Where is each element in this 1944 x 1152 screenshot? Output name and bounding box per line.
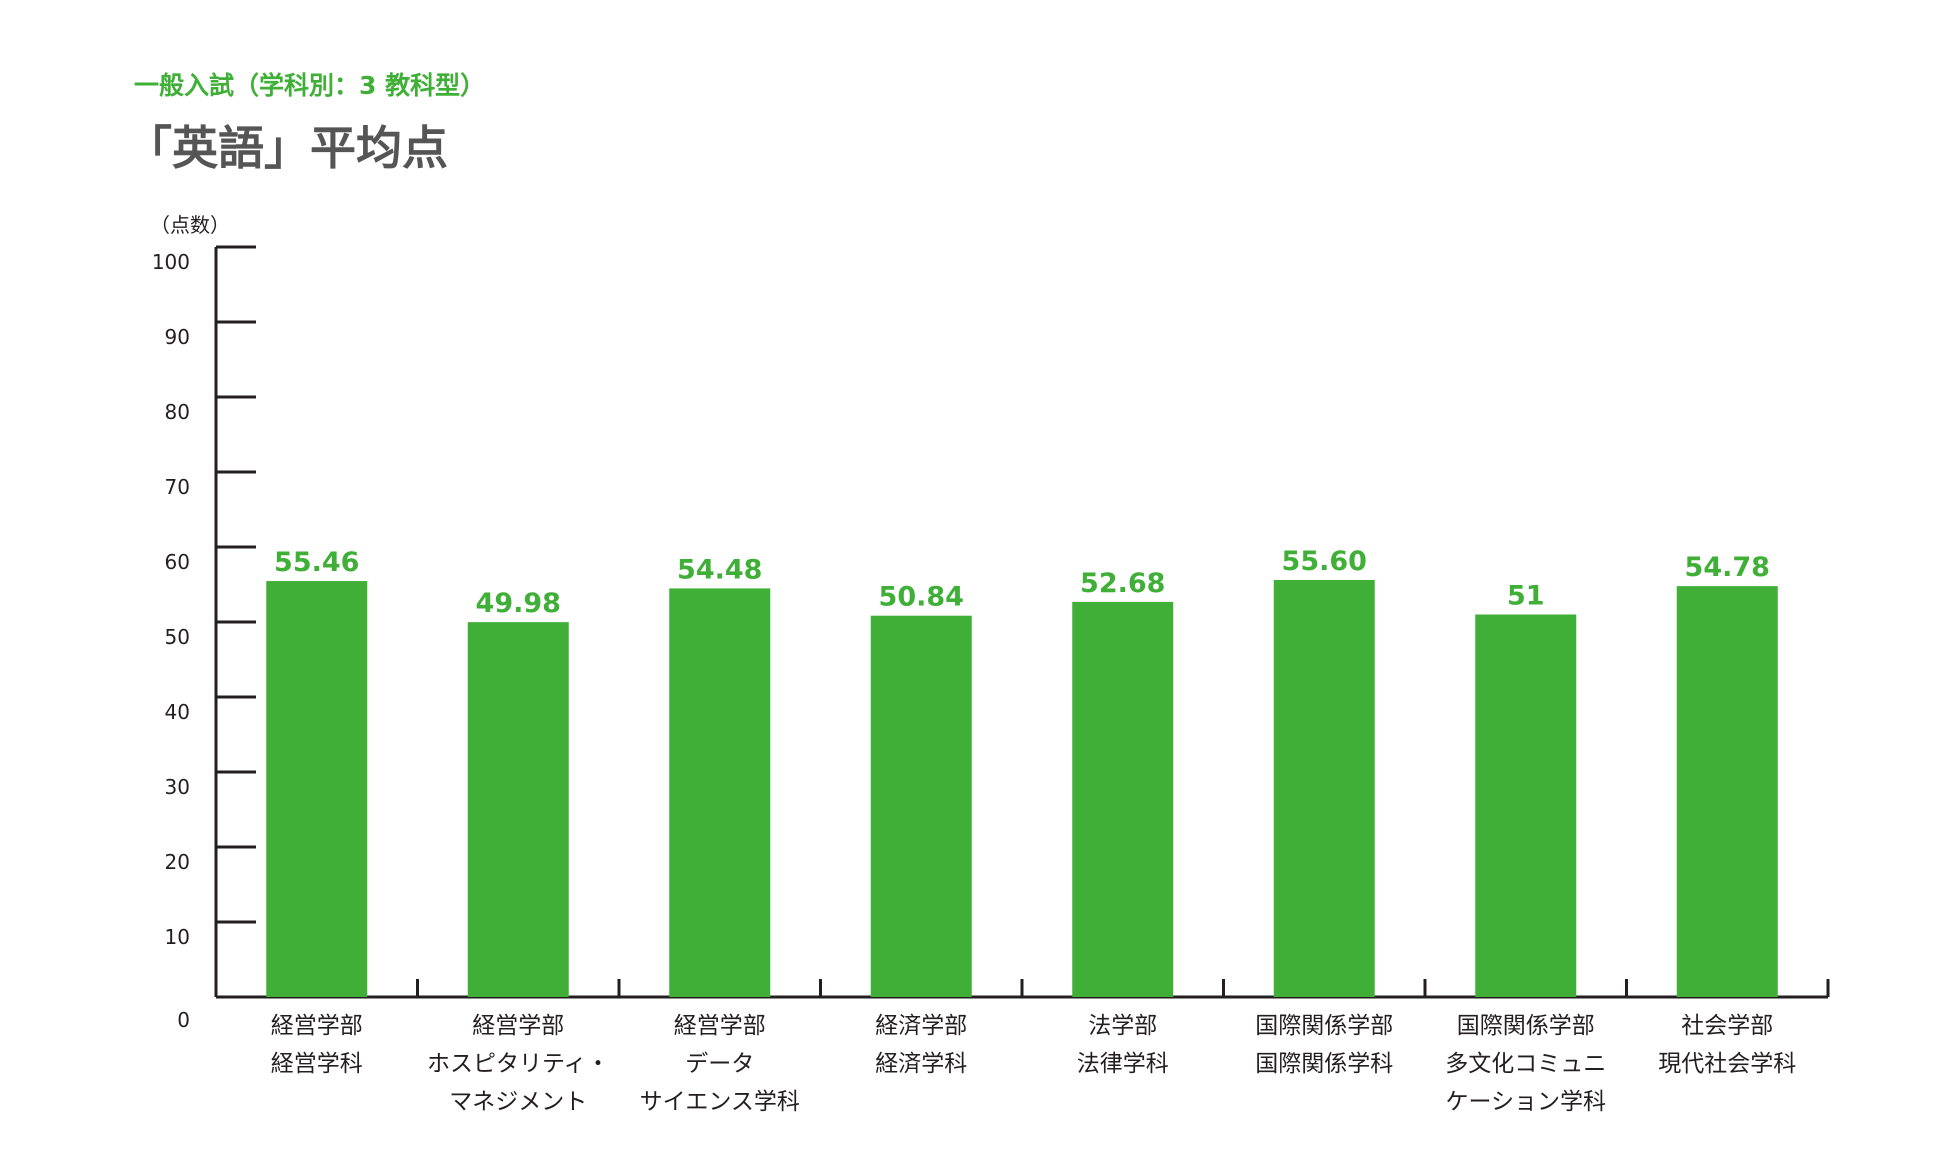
x-axis: 経営学部経営学科経営学部ホスピタリティ・マネジメント経営学部データサイエンス学科… (216, 979, 1830, 1115)
y-axis-label: （点数） (150, 213, 230, 237)
value-label: 49.98 (476, 588, 561, 619)
chart-subtitle: 一般入試（学科別：3 教科型） (134, 71, 486, 100)
y-tick-label: 10 (165, 925, 190, 949)
x-category-label: ホスピタリティ・ (427, 1051, 610, 1077)
x-category-label: ケーション学科 (1445, 1089, 1606, 1115)
x-category-label: 社会学部 (1681, 1013, 1773, 1039)
bar (1072, 601, 1174, 997)
value-label: 55.60 (1282, 546, 1367, 577)
value-label: 50.84 (879, 582, 964, 613)
x-category-label: 経営学部 (472, 1013, 564, 1039)
x-category-label: 経営学部 (271, 1013, 363, 1039)
bar (870, 615, 972, 997)
bars: 55.46 49.98 54.48 50.84 52.68 55.60 51 54.78 (266, 546, 1778, 997)
x-category-label: マネジメント (449, 1089, 587, 1115)
y-tick-label: 30 (165, 775, 190, 799)
bar (266, 581, 368, 997)
value-label: 54.78 (1685, 552, 1770, 583)
x-category-label: サイエンス学科 (640, 1089, 800, 1115)
x-category-label: 多文化コミュニ (1445, 1051, 1606, 1077)
x-category-label: 経済学科 (875, 1051, 967, 1077)
x-category-label: 国際関係学科 (1255, 1051, 1393, 1077)
value-label: 52.68 (1080, 568, 1165, 599)
y-tick-label: 0 (177, 1008, 190, 1032)
y-tick-label: 50 (165, 625, 190, 649)
chart-title: 「英語」平均点 (126, 121, 448, 175)
bar (467, 622, 569, 997)
y-tick-label: 70 (165, 475, 190, 499)
bar (1475, 614, 1577, 997)
x-category-label: 現代社会学科 (1658, 1051, 1796, 1077)
x-category-label: 経営学科 (271, 1051, 363, 1077)
x-category-label: 国際関係学部 (1457, 1013, 1595, 1039)
y-tick-label: 60 (165, 550, 190, 574)
bar (1273, 580, 1375, 997)
y-tick-label: 100 (152, 250, 190, 274)
bar (669, 588, 771, 997)
x-category-label: データ (685, 1051, 754, 1077)
x-category-label: 経営学部 (674, 1013, 766, 1039)
bar (1676, 586, 1778, 997)
value-label: 51 (1507, 581, 1545, 612)
y-tick-label: 80 (165, 400, 190, 424)
x-category-label: 経済学部 (875, 1013, 967, 1039)
value-label: 55.46 (274, 547, 359, 578)
y-tick-label: 90 (165, 325, 190, 349)
x-category-label: 国際関係学部 (1255, 1013, 1393, 1039)
x-category-label: 法学部 (1088, 1013, 1157, 1039)
y-axis: 0 10 20 30 40 50 60 70 80 90 100 (152, 245, 256, 1032)
y-tick-label: 40 (165, 700, 190, 724)
value-label: 54.48 (677, 554, 762, 585)
y-tick-label: 20 (165, 850, 190, 874)
x-category-label: 法律学科 (1077, 1051, 1169, 1077)
